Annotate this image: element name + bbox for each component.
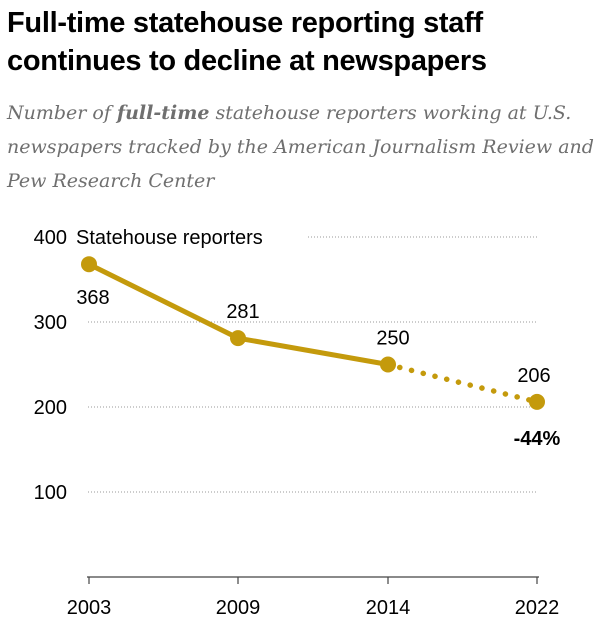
x-tick-label-2022: 2022 (515, 597, 560, 619)
subtitle-emphasis: full-time (116, 102, 210, 124)
data-point-2014 (380, 356, 396, 373)
x-tick-label-2003: 2003 (67, 597, 112, 619)
series-lines (86, 261, 540, 405)
y-tick-label-400: 400 (34, 227, 67, 249)
y-tick-label-300: 300 (34, 312, 67, 334)
data-label-2009: 281 (226, 301, 259, 323)
change-annotation: -44% (514, 428, 561, 450)
data-points (81, 256, 545, 410)
y-tick-label-100: 100 (34, 482, 67, 504)
x-axis: 2003 2009 2014 2022 (67, 576, 560, 619)
subtitle-text-start: Number of (7, 102, 117, 124)
series-segment-2009-2014 (235, 335, 391, 367)
x-tick-label-2009: 2009 (216, 597, 261, 619)
data-label-2022: 206 (517, 365, 550, 387)
data-point-2009 (230, 330, 246, 347)
data-point-2022 (529, 393, 545, 410)
gridlines (88, 236, 538, 493)
y-axis-label: Statehouse reporters (76, 227, 263, 249)
series-segment-2014-2022 (385, 361, 540, 405)
data-labels: 368 281 250 206 (76, 287, 550, 387)
chart-subtitle: Number of full-time statehouse reporters… (7, 96, 602, 198)
series-segment-2003-2009 (86, 261, 241, 341)
data-label-2014: 250 (376, 328, 409, 350)
y-axis-ticks: 100 200 300 400 (34, 227, 67, 504)
data-label-2003: 368 (76, 287, 109, 309)
subtitle-text-end: statehouse reporters working at U.S. new… (7, 102, 594, 192)
chart-title: Full-time statehouse reporting staff con… (7, 7, 487, 77)
y-tick-label-200: 200 (34, 397, 67, 419)
data-point-2003 (81, 256, 97, 273)
x-tick-label-2014: 2014 (366, 597, 411, 619)
